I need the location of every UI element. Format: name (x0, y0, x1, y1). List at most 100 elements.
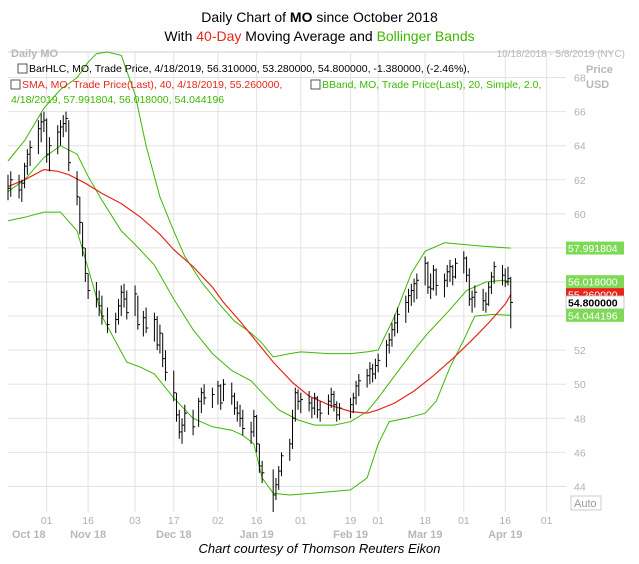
ohlc-bar (106, 307, 110, 334)
axis-title-price: Price (586, 64, 613, 76)
corner-label: Daily MO (11, 48, 59, 60)
ohlc-bar (236, 401, 240, 422)
ohlc-bar (355, 380, 359, 405)
ohlc-bar (142, 310, 146, 337)
ohlc-bar (239, 404, 243, 427)
price-bars (7, 111, 513, 512)
ohlc-bar (501, 264, 505, 286)
chart-credit: Chart courtesy of Thomson Reuters Eikon (198, 541, 441, 556)
ohlc-bar (294, 387, 298, 422)
ohlc-bar (366, 368, 370, 388)
legend-bb: BBand, MO, Trade Price(Last), 20, Simple… (322, 79, 541, 91)
ohlc-bar (391, 322, 395, 347)
title-suffix: since October 2018 (312, 9, 438, 25)
y-tick-label: 68 (574, 73, 586, 85)
ohlc-bar (231, 382, 234, 405)
ohlc-bar (485, 292, 489, 313)
ohlc-bar (452, 264, 455, 286)
bollinger-bands (7, 51, 511, 496)
right-value-label: 54.800000 (565, 295, 625, 309)
ohlc-bar (57, 125, 60, 155)
x-month-label: Nov 18 (70, 529, 106, 541)
right-value-box (566, 308, 624, 322)
ohlc-bar (117, 299, 121, 325)
x-month-label: Mar 19 (408, 529, 443, 541)
ohlc-bar (385, 339, 389, 368)
plot-frame (8, 52, 612, 523)
right-value-label: 56.018000 (566, 275, 624, 289)
ohlc-bar (280, 452, 284, 477)
x-tick-label: 03 (129, 515, 141, 527)
ohlc-bar (394, 314, 397, 337)
ohlc-bar (308, 391, 312, 412)
x-month-label: Dec 18 (156, 529, 191, 541)
x-tick-label: 02 (212, 515, 224, 527)
ohlc-bar (416, 273, 420, 300)
ohlc-bar (153, 312, 157, 342)
x-tick-label: 01 (458, 515, 470, 527)
chart-subtitle: With 40-Day Moving Average and Bollinger… (0, 28, 639, 44)
x-month-label: Apr 19 (488, 529, 522, 541)
ohlc-bar (76, 171, 80, 206)
ohlc-bar (59, 120, 63, 146)
ohlc-bar (46, 118, 49, 163)
ohlc-bar (377, 353, 381, 373)
ohlc-bar (43, 111, 47, 133)
ohlc-bar (217, 380, 221, 405)
ohlc-bar (333, 391, 337, 412)
ohlc-bar (408, 288, 411, 313)
ohlc-bar (24, 162, 27, 189)
subtitle-middle: Moving Average and (241, 28, 377, 44)
ohlc-bar (507, 266, 511, 286)
ohlc-bar (87, 273, 91, 300)
ohlc-bar (413, 278, 417, 303)
ohlc-bar (369, 362, 373, 385)
legend: BarHLC, MO, Trade Price, 4/18/2019, 56.3… (10, 63, 541, 106)
ohlc-bar (145, 307, 149, 334)
ohlc-bar (220, 384, 223, 410)
ohlc-bar (203, 384, 207, 405)
sma-40-line (7, 168, 512, 414)
ohlc-bar (178, 409, 182, 439)
ohlc-bar (510, 276, 513, 329)
x-tick-labels: 01 16 03 17 02 16 01 19 01 18 01 16 01 Oct 18 Nov 18 De… (12, 515, 553, 541)
ohlc-bar (234, 392, 237, 415)
ohlc-bar (278, 466, 281, 490)
right-value-text: 54.044196 (568, 310, 618, 322)
ohlc-bar (300, 392, 304, 414)
ohlc-bar (432, 264, 436, 291)
ohlc-bar (275, 477, 279, 501)
ohlc-bar (455, 258, 458, 279)
x-month-label: Feb 19 (333, 529, 368, 541)
bband-middle-line (7, 145, 511, 426)
y-tick-label: 50 (574, 379, 586, 391)
date-range: 10/18/2018 - 5/8/2019 (NYC) (497, 49, 625, 60)
ohlc-bar (256, 414, 259, 453)
ohlc-bar (176, 392, 179, 422)
ohlc-bar (184, 404, 187, 432)
ohlc-bar (258, 443, 262, 473)
title-symbol: MO (289, 9, 313, 25)
ohlc-bar (430, 273, 433, 300)
ohlc-bar (156, 316, 160, 351)
ohlc-bar (427, 261, 431, 294)
x-tick-label: 01 (541, 515, 553, 527)
ohlc-bar (126, 290, 129, 320)
legend-bar-icon (17, 63, 28, 74)
ohlc-bar (463, 251, 466, 274)
ohlc-bar (358, 374, 362, 397)
ohlc-bar (65, 111, 69, 133)
ohlc-bar (123, 283, 127, 308)
ohlc-bar (297, 389, 301, 410)
ohlc-bar (435, 268, 439, 296)
ohlc-bar (410, 283, 414, 306)
ohlc-bar (101, 295, 105, 325)
auto-scale-button[interactable] (570, 495, 602, 511)
ohlc-bar (466, 256, 469, 282)
ohlc-bar (493, 261, 497, 284)
ohlc-bar (471, 290, 475, 313)
ohlc-bar (137, 295, 141, 330)
legend-line1: BarHLC, MO, Trade Price, 4/18/2019, 56.3… (29, 63, 470, 75)
ohlc-bar (134, 285, 138, 317)
